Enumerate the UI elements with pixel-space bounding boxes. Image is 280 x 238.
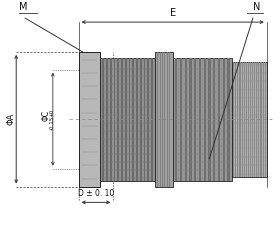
Bar: [213, 58, 216, 181]
Bar: [162, 52, 163, 187]
Bar: [223, 58, 225, 181]
Text: +0: +0: [49, 109, 54, 117]
Bar: [110, 58, 112, 181]
Bar: [132, 58, 134, 181]
Bar: [227, 58, 230, 181]
Bar: [173, 58, 232, 181]
Bar: [79, 52, 101, 187]
Bar: [147, 58, 149, 181]
Text: ΦA: ΦA: [7, 113, 16, 125]
Bar: [151, 58, 153, 181]
Text: N: N: [253, 2, 261, 12]
Text: M: M: [19, 2, 27, 12]
Bar: [136, 58, 138, 181]
Bar: [125, 58, 127, 181]
Bar: [252, 62, 253, 177]
Bar: [158, 52, 159, 187]
Bar: [117, 58, 119, 181]
Text: -0.15: -0.15: [49, 116, 54, 130]
Bar: [157, 52, 158, 187]
Bar: [140, 58, 142, 181]
Bar: [232, 62, 267, 177]
Bar: [106, 58, 108, 181]
Bar: [239, 62, 241, 177]
Bar: [129, 58, 130, 181]
Bar: [194, 58, 197, 181]
Bar: [169, 52, 170, 187]
Bar: [101, 58, 155, 181]
Bar: [260, 62, 262, 177]
Bar: [102, 58, 104, 181]
Bar: [246, 62, 247, 177]
Bar: [208, 58, 211, 181]
Bar: [244, 62, 245, 177]
Bar: [167, 52, 168, 187]
Bar: [218, 58, 220, 181]
Bar: [254, 62, 255, 177]
Bar: [265, 62, 266, 177]
Bar: [165, 52, 166, 187]
Bar: [185, 58, 187, 181]
Bar: [180, 58, 182, 181]
Bar: [113, 58, 115, 181]
Bar: [175, 58, 178, 181]
Bar: [144, 58, 146, 181]
Bar: [164, 52, 165, 187]
Bar: [233, 62, 234, 177]
Bar: [204, 58, 206, 181]
Bar: [155, 52, 173, 187]
Text: D ± 0. 10: D ± 0. 10: [78, 189, 114, 198]
Bar: [121, 58, 123, 181]
Bar: [189, 58, 192, 181]
Bar: [160, 52, 161, 187]
Bar: [258, 62, 259, 177]
Bar: [235, 62, 236, 177]
Bar: [256, 62, 257, 177]
Text: ΦC: ΦC: [41, 110, 50, 121]
Bar: [250, 62, 251, 177]
Bar: [199, 58, 201, 181]
Bar: [237, 62, 238, 177]
Bar: [248, 62, 249, 177]
Text: E: E: [170, 8, 176, 18]
